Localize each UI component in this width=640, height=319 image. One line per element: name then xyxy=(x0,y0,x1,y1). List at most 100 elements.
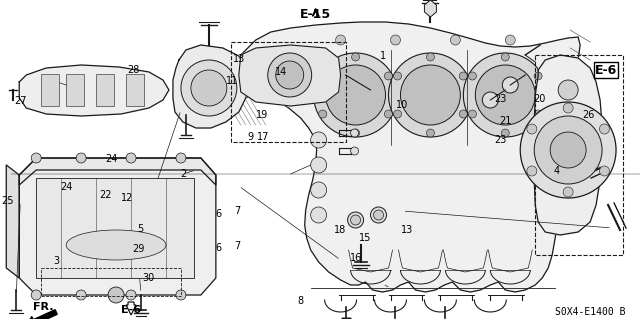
Polygon shape xyxy=(19,158,216,185)
Text: 17: 17 xyxy=(257,132,269,142)
Circle shape xyxy=(401,65,460,125)
Text: 24: 24 xyxy=(60,182,72,192)
Circle shape xyxy=(181,60,237,116)
Text: 9: 9 xyxy=(247,132,253,142)
Text: 3: 3 xyxy=(54,256,60,266)
Circle shape xyxy=(191,70,227,106)
Ellipse shape xyxy=(66,230,166,260)
Circle shape xyxy=(385,72,392,80)
Circle shape xyxy=(310,207,326,223)
Text: 5: 5 xyxy=(138,224,143,234)
Polygon shape xyxy=(534,55,602,235)
Text: 12: 12 xyxy=(121,193,133,203)
Circle shape xyxy=(426,53,435,61)
Circle shape xyxy=(600,124,609,134)
Bar xyxy=(96,74,114,106)
Circle shape xyxy=(351,129,358,137)
Bar xyxy=(36,178,194,278)
Circle shape xyxy=(550,132,586,168)
Text: 15: 15 xyxy=(359,233,372,243)
Text: 11: 11 xyxy=(227,76,239,86)
Circle shape xyxy=(76,290,86,300)
Bar xyxy=(231,42,346,142)
Circle shape xyxy=(600,166,609,176)
Circle shape xyxy=(276,61,303,89)
Circle shape xyxy=(351,129,360,137)
Bar xyxy=(41,74,59,106)
Bar xyxy=(41,268,181,296)
Text: E-15: E-15 xyxy=(300,9,332,21)
Circle shape xyxy=(310,157,326,173)
Text: 26: 26 xyxy=(582,110,595,120)
Text: 30: 30 xyxy=(142,272,154,283)
Circle shape xyxy=(463,53,547,137)
Circle shape xyxy=(502,77,518,93)
Text: 7: 7 xyxy=(234,206,241,216)
Circle shape xyxy=(390,35,401,45)
Circle shape xyxy=(176,153,186,163)
Text: E-6: E-6 xyxy=(121,305,141,315)
Polygon shape xyxy=(424,0,436,17)
Text: 27: 27 xyxy=(14,96,27,107)
Circle shape xyxy=(563,103,573,113)
FancyArrow shape xyxy=(27,310,57,319)
Circle shape xyxy=(501,53,509,61)
Polygon shape xyxy=(173,45,249,128)
Circle shape xyxy=(76,153,86,163)
Circle shape xyxy=(527,166,537,176)
Text: 6: 6 xyxy=(216,209,221,219)
Circle shape xyxy=(520,102,616,198)
Text: 2: 2 xyxy=(180,169,186,179)
Circle shape xyxy=(351,53,360,61)
Polygon shape xyxy=(223,22,580,292)
Circle shape xyxy=(426,129,435,137)
Circle shape xyxy=(505,35,515,45)
Circle shape xyxy=(326,65,385,125)
Circle shape xyxy=(31,290,41,300)
Bar xyxy=(535,55,623,255)
Text: 1: 1 xyxy=(380,51,387,61)
Polygon shape xyxy=(19,65,169,116)
Text: 25: 25 xyxy=(1,196,14,206)
Text: 22: 22 xyxy=(99,189,111,200)
Circle shape xyxy=(534,110,542,118)
Text: 4: 4 xyxy=(554,166,560,176)
Circle shape xyxy=(319,110,327,118)
Text: 7: 7 xyxy=(234,241,241,251)
Circle shape xyxy=(374,210,383,220)
Circle shape xyxy=(351,147,358,155)
Circle shape xyxy=(460,110,467,118)
Circle shape xyxy=(483,92,499,108)
Circle shape xyxy=(534,72,542,80)
Circle shape xyxy=(310,182,326,198)
Circle shape xyxy=(468,72,476,80)
Text: 23: 23 xyxy=(495,94,507,104)
Polygon shape xyxy=(239,45,340,106)
Circle shape xyxy=(563,187,573,197)
Circle shape xyxy=(385,110,392,118)
Circle shape xyxy=(460,72,467,80)
Circle shape xyxy=(394,110,401,118)
Circle shape xyxy=(371,207,387,223)
Circle shape xyxy=(314,53,397,137)
Circle shape xyxy=(31,153,41,163)
Text: 8: 8 xyxy=(297,296,303,307)
Circle shape xyxy=(558,80,578,100)
Circle shape xyxy=(468,110,476,118)
Polygon shape xyxy=(126,302,136,315)
Circle shape xyxy=(126,153,136,163)
Circle shape xyxy=(335,35,346,45)
Bar xyxy=(66,74,84,106)
Text: S0X4-E1400 B: S0X4-E1400 B xyxy=(555,307,625,317)
Text: 21: 21 xyxy=(500,116,512,126)
Circle shape xyxy=(476,65,535,125)
Circle shape xyxy=(319,72,327,80)
Circle shape xyxy=(501,129,509,137)
Circle shape xyxy=(268,53,312,97)
Text: 20: 20 xyxy=(533,94,545,104)
Bar xyxy=(126,74,144,106)
Text: E-6: E-6 xyxy=(595,63,617,77)
Text: 14: 14 xyxy=(275,67,287,77)
Circle shape xyxy=(351,215,360,225)
Circle shape xyxy=(348,212,364,228)
